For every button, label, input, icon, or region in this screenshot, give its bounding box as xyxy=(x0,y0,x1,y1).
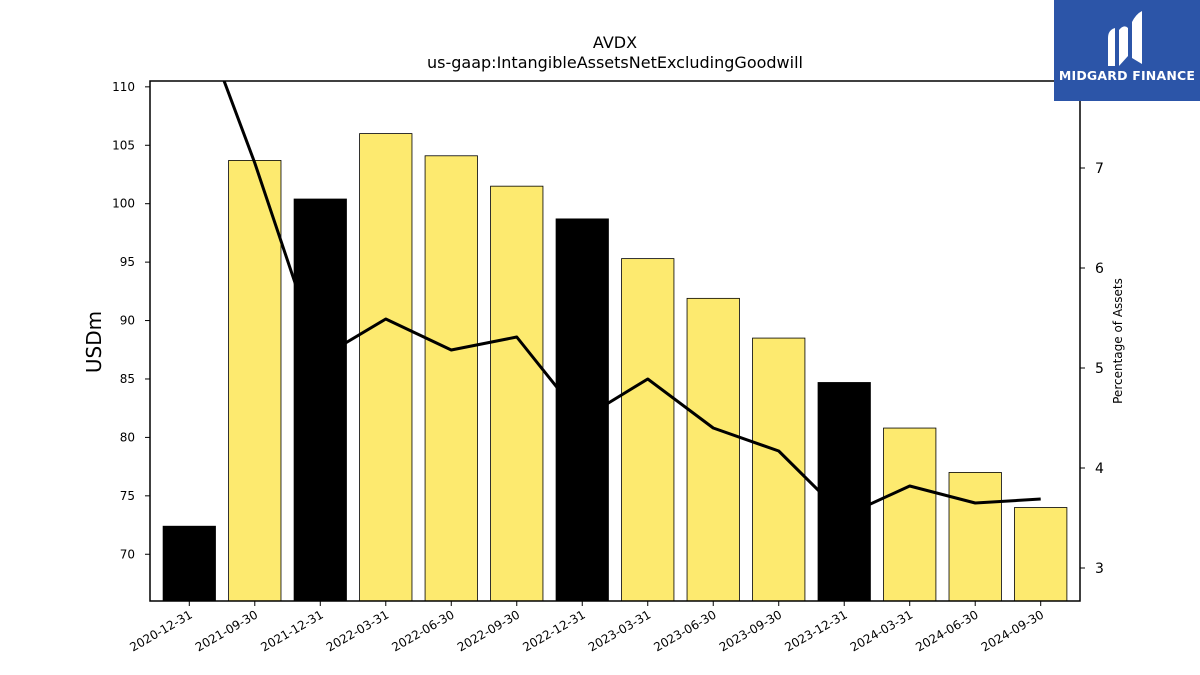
y-tick-label: 85 xyxy=(120,372,135,386)
y-tick-label: 110 xyxy=(112,80,135,94)
x-tick-label: 2023-06-30 xyxy=(651,607,718,654)
y2-tick-label: 3 xyxy=(1095,561,1104,577)
plot-frame xyxy=(149,80,1081,602)
x-tick-label: 2024-03-31 xyxy=(848,607,915,654)
x-axis: 2020-12-312021-09-302021-12-312022-03-31… xyxy=(127,601,1046,654)
bar-2022-06-30 xyxy=(424,155,478,602)
y-tick-label: 105 xyxy=(112,138,135,152)
percentage-line xyxy=(222,81,1041,518)
x-tick-label: 2021-12-31 xyxy=(258,607,325,654)
bar-2020-12-31 xyxy=(162,525,216,602)
y-tick-label: 100 xyxy=(112,197,135,211)
x-tick-label: 2022-09-30 xyxy=(455,607,522,654)
bar-2024-09-30 xyxy=(1014,507,1068,602)
y2-tick-label: 7 xyxy=(1095,161,1104,177)
chart-title: AVDX xyxy=(593,33,637,52)
y-tick-label: 70 xyxy=(120,547,135,561)
x-tick-label: 2022-03-31 xyxy=(324,607,391,654)
bar-2023-06-30 xyxy=(686,297,740,602)
y2-axis-label: Percentage of Assets xyxy=(1111,278,1125,404)
logo-mark-icon xyxy=(1108,11,1142,66)
bar-2022-03-31 xyxy=(359,133,413,602)
y-tick-label: 80 xyxy=(120,430,135,444)
x-tick-label: 2024-09-30 xyxy=(979,607,1046,654)
bar-2023-12-31 xyxy=(817,382,871,602)
y-axis: 70 75 80 85 90 95 100 105 110 xyxy=(112,80,150,561)
y2-axis: 3 4 5 6 7 xyxy=(1080,161,1104,577)
chart-subtitle: us-gaap:IntangibleAssetsNetExcludingGood… xyxy=(427,53,803,72)
y-tick-label: 90 xyxy=(120,314,135,328)
x-tick-label: 2021-09-30 xyxy=(193,607,260,654)
bar-2021-09-30 xyxy=(228,160,282,602)
bar-2024-06-30 xyxy=(948,472,1002,602)
y2-tick-label: 6 xyxy=(1095,261,1104,277)
bars-layer xyxy=(162,133,1068,602)
y2-tick-label: 5 xyxy=(1095,361,1104,377)
y-axis-label: USDm xyxy=(82,311,106,373)
y-tick-label: 95 xyxy=(120,255,135,269)
x-tick-label: 2023-12-31 xyxy=(782,607,849,654)
bar-2023-03-31 xyxy=(621,258,675,602)
line-layer xyxy=(222,81,1041,518)
bar-2024-03-31 xyxy=(883,427,937,602)
x-tick-label: 2020-12-31 xyxy=(127,607,194,654)
bar-2022-12-31 xyxy=(555,218,609,602)
midgard-finance-logo: MIDGARD FINANCE xyxy=(1054,0,1200,101)
x-tick-label: 2024-06-30 xyxy=(913,607,980,654)
y2-tick-label: 4 xyxy=(1095,461,1104,477)
y-tick-label: 75 xyxy=(120,489,135,503)
bar-2022-09-30 xyxy=(490,185,544,602)
x-tick-label: 2022-12-31 xyxy=(520,607,587,654)
bar-2021-12-31 xyxy=(293,198,347,602)
x-tick-label: 2023-09-30 xyxy=(717,607,784,654)
logo-text: MIDGARD FINANCE xyxy=(1058,68,1196,83)
x-tick-label: 2023-03-31 xyxy=(586,607,653,654)
x-tick-label: 2022-06-30 xyxy=(389,607,456,654)
